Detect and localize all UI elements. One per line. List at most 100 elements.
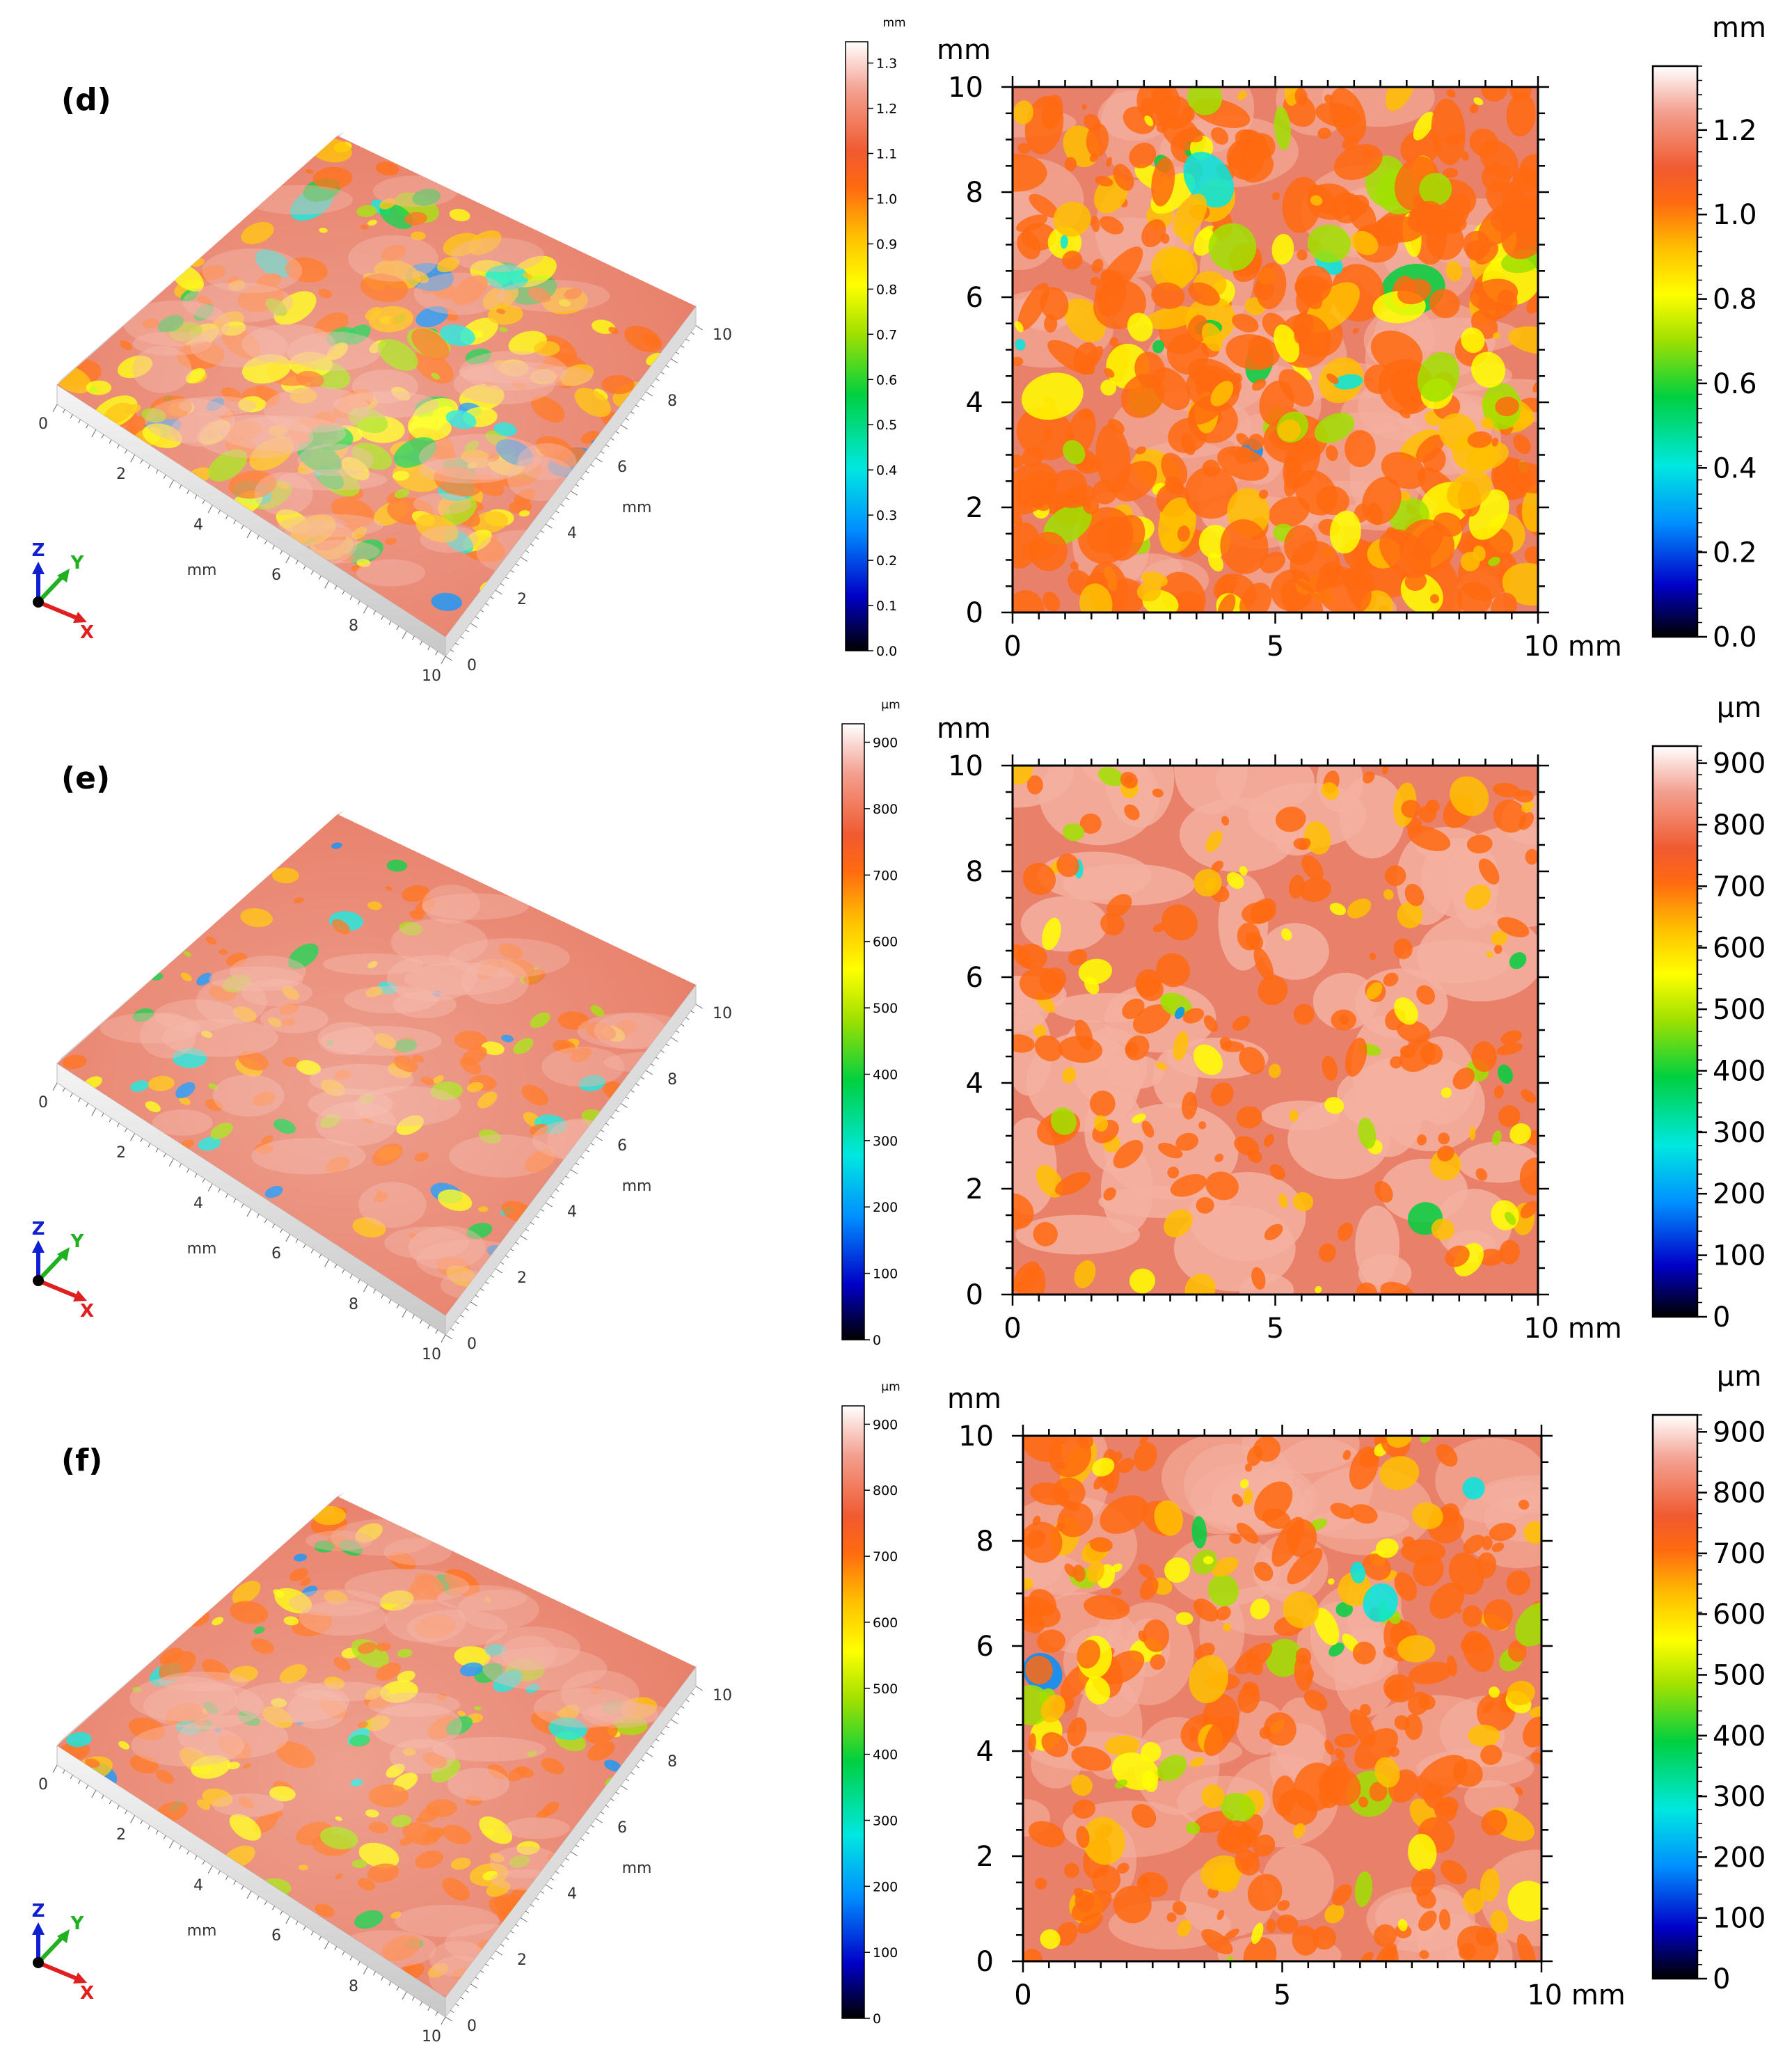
iso-left-tick: 6 <box>271 567 281 584</box>
small-colorbar-label: 100 <box>873 1945 898 1961</box>
small-colorbar-unit: µm <box>881 698 900 712</box>
small-colorbar-label: 500 <box>873 1681 898 1697</box>
large-colorbar-label: 0.2 <box>1713 537 1757 569</box>
axis-y-label: Y <box>70 1913 85 1934</box>
small-colorbar-label: 600 <box>873 1615 898 1631</box>
iso-left-tick: 8 <box>349 1296 358 1313</box>
axis-y-label: Y <box>70 553 85 573</box>
map-x-tick-label: 10 mm <box>1527 1979 1626 2011</box>
iso-left-tick: 2 <box>116 1144 126 1162</box>
iso-right-tick: 6 <box>617 1819 627 1837</box>
small-colorbar-gradient <box>845 41 869 651</box>
iso-left-tick: 6 <box>271 1927 281 1945</box>
large-colorbar-label: 900 <box>1713 1416 1766 1448</box>
small-colorbar-label: 0.5 <box>876 418 897 433</box>
map-y-tick-label: 6 <box>976 1631 994 1663</box>
large-colorbar-gradient <box>1651 65 1699 638</box>
panel-e: (e)02468100246810mmmmXYZµm90080070060050… <box>32 692 1766 1363</box>
iso-left-tick: 2 <box>116 466 126 483</box>
small-colorbar-label: 0.0 <box>876 644 897 659</box>
iso-left-tick: 4 <box>193 516 203 534</box>
panel-label: (f) <box>61 1443 102 1478</box>
iso-left-tick: 0 <box>38 415 48 433</box>
small-colorbar-label: 1.3 <box>876 56 897 72</box>
iso-left-tick: 10 <box>422 2028 441 2045</box>
iso-right-unit: mm <box>622 1860 652 1877</box>
small-colorbar-label: 800 <box>873 1483 898 1498</box>
iso-3d-view: 0 2 4 6 8 10 0 2 4 6 8 10 mm mm X Y Z <box>32 132 732 685</box>
large-colorbar-label: 0.6 <box>1713 368 1757 400</box>
height-map-texture <box>1013 87 1538 612</box>
large-colorbar-label: 0 <box>1713 1963 1730 1995</box>
large-colorbar-label: 0.4 <box>1713 452 1757 484</box>
iso-left-tick: 6 <box>271 1245 281 1262</box>
map-x-tick-label: 10 mm <box>1523 1313 1622 1345</box>
large-colorbar: µm 900 800 700 600 500 400 300 200 100 0 <box>1651 692 1766 1333</box>
map-x-tick-label: 0 <box>1014 1979 1031 2011</box>
iso-left-tick: 8 <box>349 1978 358 1995</box>
small-colorbar-label: 1.1 <box>876 147 897 162</box>
large-colorbar-label: 0 <box>1713 1301 1730 1333</box>
large-colorbar-label: 300 <box>1713 1117 1766 1149</box>
iso-right-tick: 6 <box>617 1137 627 1155</box>
large-colorbar-unit: mm <box>1712 12 1766 44</box>
map-y-tick-label: 2 <box>966 1173 983 1205</box>
small-colorbar-unit: mm <box>882 16 905 30</box>
small-colorbar-label: 500 <box>873 1001 898 1016</box>
large-colorbar-label: 200 <box>1713 1178 1766 1210</box>
height-map-axes <box>1001 754 1549 1306</box>
map-y-tick-label: 2 <box>976 1841 994 1873</box>
map-y-tick-label: 4 <box>966 387 983 419</box>
large-colorbar-label: 600 <box>1713 933 1766 965</box>
axis-y-label: Y <box>70 1231 85 1252</box>
small-colorbar-label: 400 <box>873 1748 898 1763</box>
axis-x-arrow <box>37 600 80 621</box>
large-colorbar-label: 200 <box>1713 1842 1766 1874</box>
small-colorbar: µm 900 800 700 600 500 400 300 200 100 0 <box>841 698 901 1348</box>
map-x-tick-label: 5 <box>1267 1313 1284 1345</box>
large-colorbar-label: 500 <box>1713 1660 1766 1692</box>
small-colorbar-label: 0.4 <box>876 463 897 478</box>
large-colorbar-label: 400 <box>1713 1056 1766 1088</box>
map-y-tick-label: 10 <box>948 72 983 104</box>
height-map-texture <box>1023 1436 1541 1961</box>
large-colorbar-label: 1.2 <box>1713 115 1757 147</box>
height-map: 10 8 6 4 2 0 mm 0 5 10 mm <box>937 34 1622 663</box>
iso-right-tick: 10 <box>713 1687 732 1704</box>
large-colorbar-label: 800 <box>1713 1478 1766 1510</box>
axis-z-label: Z <box>32 1219 45 1240</box>
small-colorbar-label: 700 <box>873 1549 898 1565</box>
panel-label: (d) <box>61 82 111 118</box>
panel-label: (e) <box>61 761 110 796</box>
map-x-tick-label: 5 <box>1274 1979 1291 2011</box>
iso-left-tick: 10 <box>422 667 441 685</box>
iso-right-tick: 2 <box>517 591 527 608</box>
map-y-tick-label: 0 <box>976 1946 994 1978</box>
iso-right-tick: 2 <box>517 1952 527 1969</box>
iso-left-unit: mm <box>187 1240 217 1258</box>
iso-right-tick: 0 <box>467 2018 477 2035</box>
large-colorbar-label: 100 <box>1713 1240 1766 1272</box>
map-y-tick-label: 8 <box>976 1526 994 1558</box>
small-colorbar-label: 0.8 <box>876 282 897 297</box>
height-map-axes <box>1012 1425 1553 1972</box>
small-colorbar-label: 0.3 <box>876 508 897 523</box>
small-colorbar-label: 0.9 <box>876 237 897 252</box>
map-x-tick-label: 5 <box>1267 631 1284 663</box>
iso-left-tick: 4 <box>193 1877 203 1894</box>
iso-surface-texture <box>57 814 696 1315</box>
axis-z-label: Z <box>32 1901 45 1922</box>
height-map: 10 8 6 4 2 0 mm 0 5 10 mm <box>947 1383 1626 2011</box>
iso-3d-view: 0 2 4 6 8 10 0 2 4 6 8 10 mm mm X Y Z <box>32 810 732 1363</box>
axis-x-arrow <box>37 1279 80 1299</box>
axis-origin <box>33 596 44 608</box>
iso-right-tick: 8 <box>667 393 677 410</box>
iso-left-tick: 0 <box>38 1776 48 1794</box>
iso-ruler-ticks <box>52 1004 703 1343</box>
map-y-unit: mm <box>947 1383 1001 1415</box>
small-colorbar-label: 1.0 <box>876 192 897 207</box>
small-colorbar-label: 600 <box>873 935 898 950</box>
map-y-tick-label: 10 <box>958 1420 994 1453</box>
map-y-tick-label: 4 <box>976 1736 994 1768</box>
